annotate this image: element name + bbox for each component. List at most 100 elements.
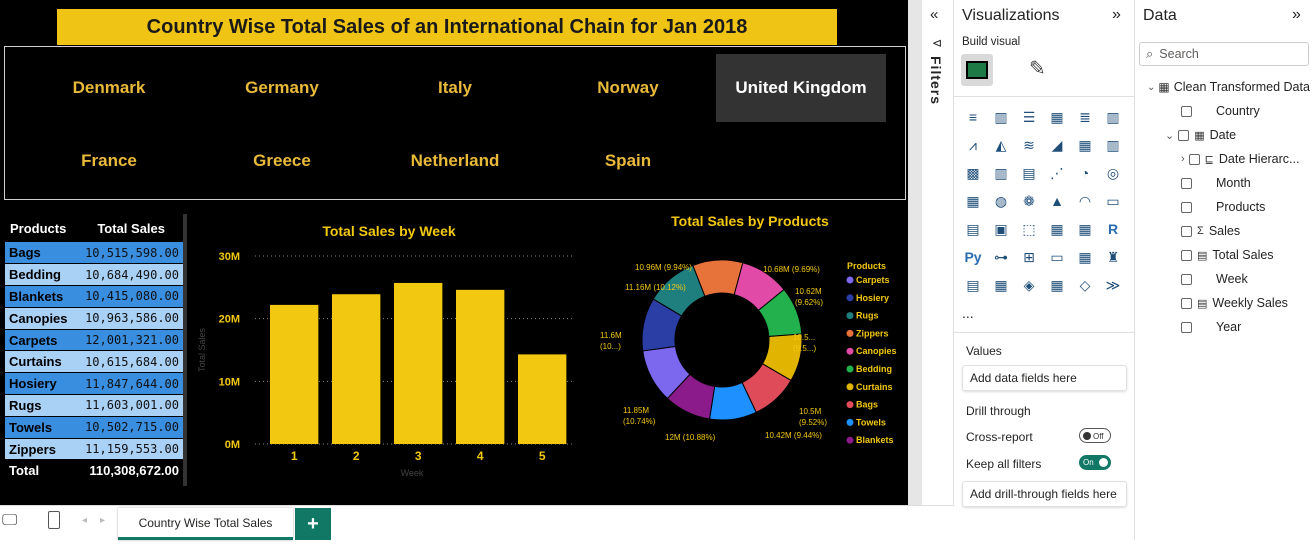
field-products[interactable]: Products (1181, 197, 1265, 217)
filters-label[interactable]: Filters (928, 56, 944, 106)
stacked-area-icon[interactable]: ≋ (1023, 136, 1035, 153)
page-tab-country-wise[interactable]: Country Wise Total Sales (118, 508, 293, 540)
total-sales-by-products-chart[interactable]: Total Sales by Products 12M (10.88%) 11.85… (595, 208, 905, 488)
table-row[interactable]: Blankets 10,415,080.00 (5, 285, 183, 308)
field-checkbox[interactable] (1181, 297, 1192, 309)
field-date[interactable]: ⌄ ▦ Date (1165, 125, 1236, 145)
slicer-icon[interactable]: ⬚ (1022, 220, 1036, 237)
card-icon[interactable]: ▭ (1106, 192, 1120, 209)
data-search-box[interactable]: ⌕ Search (1139, 42, 1309, 66)
table-row[interactable]: Carpets 12,001,321.00 (5, 329, 183, 352)
kpi-icon[interactable]: ▣ (994, 220, 1008, 237)
field-checkbox[interactable] (1181, 225, 1192, 237)
chevron-right-icon[interactable]: › (1181, 153, 1185, 165)
stacked-bar-icon[interactable]: ≡ (968, 109, 978, 125)
field-checkbox[interactable] (1181, 273, 1192, 285)
total-sales-by-week-chart[interactable]: Total Sales by Week 0M 10M 20M 30M Total Sale… (195, 214, 585, 486)
build-visual-icon[interactable] (961, 54, 993, 86)
line-column-icon[interactable]: ▦ (1078, 136, 1092, 153)
mobile-view-icon[interactable] (48, 511, 60, 529)
ribbon-icon[interactable]: ▩ (966, 164, 980, 181)
table-icon[interactable]: ▦ (1050, 220, 1064, 237)
add-page-button[interactable]: + (295, 508, 331, 540)
field-month[interactable]: Month (1181, 173, 1251, 193)
narrative-icon[interactable]: ▦ (1078, 248, 1092, 265)
table-row[interactable]: Hosiery 11,847,644.00 (5, 372, 183, 396)
field-checkbox[interactable] (1181, 201, 1192, 213)
arrow-icon[interactable]: ≫ (1105, 276, 1121, 293)
products-sales-table[interactable]: Products Total Sales Bags 10,515,598.00 Be… (5, 214, 187, 486)
python-visual-icon[interactable]: Py (964, 249, 982, 265)
table-row[interactable]: Curtains 10,615,684.00 (5, 350, 183, 374)
table-row[interactable]: Towels 10,502,715.00 (5, 416, 183, 439)
collapse-left-icon[interactable]: « (930, 6, 939, 23)
gauge-icon[interactable]: ◠ (1078, 192, 1092, 209)
slicer-item-norway[interactable]: Norway (597, 78, 659, 97)
scroll-left-icon[interactable]: ◂ (82, 515, 88, 526)
line-stacked-icon[interactable]: ▥ (1106, 136, 1120, 153)
format-visual-icon[interactable]: ✎ (1029, 58, 1046, 80)
expand-right-icon[interactable]: » (1292, 6, 1301, 23)
filters-pane-collapsed[interactable]: « ⊲ Filters (922, 0, 954, 540)
field-checkbox[interactable] (1178, 129, 1190, 141)
slicer-item-france[interactable]: France (81, 151, 137, 170)
values-well[interactable]: Add data fields here (962, 365, 1127, 391)
more-visuals-icon[interactable]: ... (962, 305, 974, 321)
slicer-item-greece[interactable]: Greece (253, 151, 311, 170)
chevron-down-icon[interactable]: ⌄ (1165, 129, 1175, 142)
slicer-item-denmark[interactable]: Denmark (72, 78, 146, 97)
line-icon[interactable]: ⩘ (969, 136, 977, 153)
field-checkbox[interactable] (1188, 153, 1200, 165)
column-header-products[interactable]: Products (10, 220, 67, 236)
key-influencers-icon[interactable]: ⊶ (994, 248, 1008, 265)
paginated-icon[interactable]: ▤ (966, 276, 980, 293)
filled-map-icon[interactable]: ❁ (1023, 192, 1035, 209)
slicer-item-germany[interactable]: Germany (245, 78, 319, 97)
donut-icon[interactable]: ◎ (1106, 164, 1120, 181)
field-total-sales[interactable]: ▤ Total Sales (1181, 245, 1274, 265)
slicer-item-spain[interactable]: Spain (604, 151, 652, 170)
drill-through-well[interactable]: Add drill-through fields here (962, 481, 1127, 507)
100-area-icon[interactable]: ◢ (1051, 136, 1063, 153)
goals-icon[interactable]: ♜ (1106, 248, 1120, 265)
column-header-total-sales[interactable]: Total Sales (97, 220, 166, 236)
slicer-item-united-kingdom[interactable]: United Kingdom (716, 54, 886, 122)
map-icon[interactable]: ◍ (994, 192, 1008, 209)
stacked-column-icon[interactable]: ▥ (994, 108, 1008, 125)
slicer-item-italy[interactable]: Italy (437, 78, 473, 97)
100-bar-icon[interactable]: ≣ (1079, 108, 1091, 125)
field-year[interactable]: Year (1181, 317, 1241, 337)
area-icon[interactable]: ◭ (995, 136, 1007, 153)
expand-right-icon[interactable]: » (1112, 6, 1121, 23)
table-row[interactable]: Canopies 10,963,586.00 (5, 307, 183, 330)
clustered-bar-icon[interactable]: ☰ (1022, 108, 1036, 125)
field-country[interactable]: Country (1181, 101, 1260, 121)
100-column-icon[interactable]: ▥ (1106, 108, 1120, 125)
scroll-right-icon[interactable]: ▸ (100, 515, 106, 526)
field-checkbox[interactable] (1181, 321, 1192, 333)
cross-report-toggle[interactable]: Off (1079, 428, 1111, 448)
decomposition-tree-icon[interactable]: ⊞ (1023, 248, 1035, 265)
multi-card-icon[interactable]: ▤ (966, 220, 980, 237)
table-row[interactable]: Rugs 11,603,001.00 (5, 394, 183, 417)
keep-filters-toggle[interactable]: On (1079, 455, 1111, 475)
pie-icon[interactable]: ◔ (1080, 165, 1090, 181)
qa-icon[interactable]: ▭ (1050, 248, 1064, 265)
slicer-item-netherland[interactable]: Netherland (410, 151, 500, 170)
desktop-view-icon[interactable]: 🖵 (2, 512, 18, 529)
power-apps-icon[interactable]: ▦ (994, 276, 1008, 293)
clustered-column-icon[interactable]: ▦ (1050, 108, 1064, 125)
treemap-icon[interactable]: ▦ (966, 192, 980, 209)
r-visual-icon[interactable]: R (1107, 221, 1119, 237)
diamond-icon[interactable]: ◇ (1079, 276, 1091, 293)
table-node[interactable]: ⌄ ▦ Clean Transformed Data (1147, 77, 1310, 97)
azure-map-icon[interactable]: ▲ (1050, 193, 1064, 209)
field-checkbox[interactable] (1181, 177, 1192, 189)
metrics-icon[interactable]: ◈ (1023, 276, 1035, 293)
funnel-icon[interactable]: ▤ (1022, 164, 1036, 181)
field-week[interactable]: Week (1181, 269, 1248, 289)
field-weekly-sales[interactable]: ▤ Weekly Sales (1181, 293, 1288, 313)
field-checkbox[interactable] (1181, 105, 1192, 117)
table-row[interactable]: Bags 10,515,598.00 (5, 242, 183, 265)
power-automate-icon[interactable]: ▦ (1050, 276, 1064, 293)
